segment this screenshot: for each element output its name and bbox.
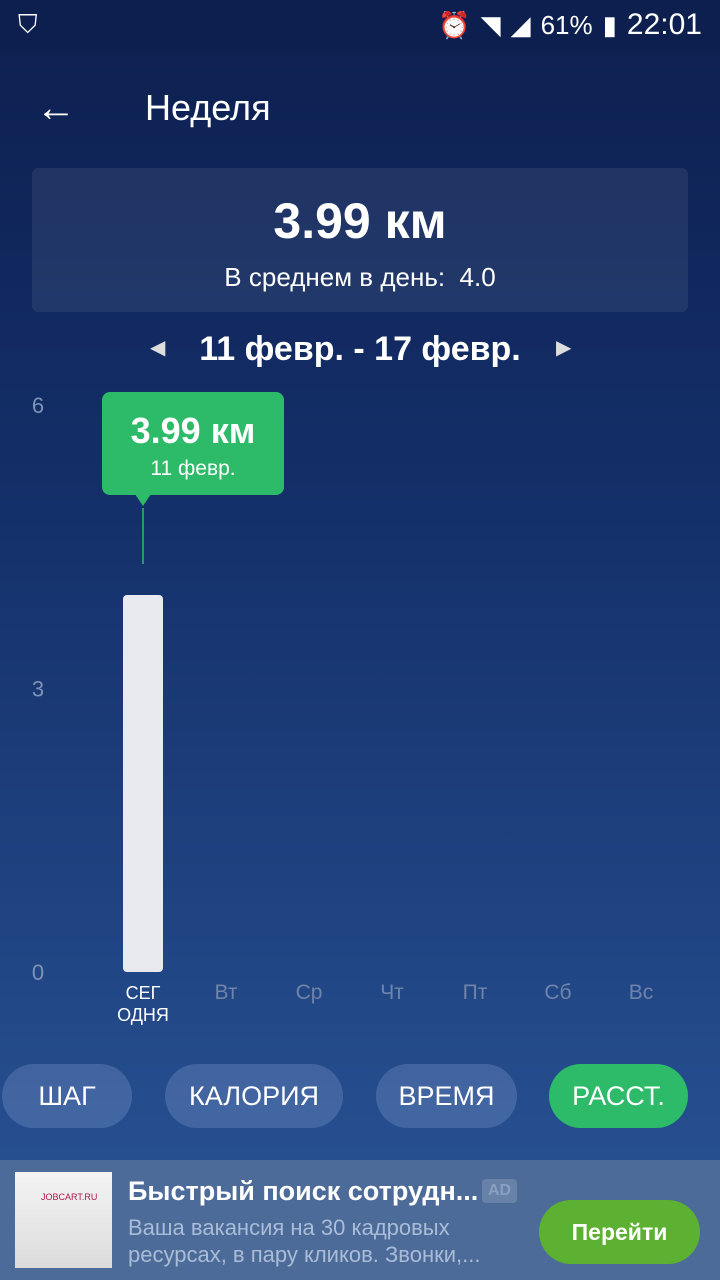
x-tick-label: Ср — [296, 981, 323, 1004]
tab-calories[interactable]: КАЛОРИЯ — [165, 1064, 343, 1128]
next-week-icon[interactable]: ▶ — [556, 337, 572, 359]
ad-cta-button[interactable]: Перейти — [539, 1200, 700, 1264]
battery-percent: 61% — [540, 9, 593, 40]
x-tick-label: Чт — [380, 981, 404, 1004]
ad-image: JOBCART.RU — [15, 1172, 112, 1268]
tab-distance[interactable]: РАССТ. — [549, 1064, 688, 1128]
summary-card: 3.99 км В среднем в день: 4.0 — [32, 168, 688, 312]
daily-average: В среднем в день: 4.0 — [224, 262, 496, 292]
x-tick-label: Пт — [463, 981, 488, 1004]
prev-week-icon[interactable]: ◀ — [150, 337, 166, 359]
shield-check-icon: ⛉ — [18, 9, 38, 39]
x-tick-label: Сб — [544, 981, 571, 1004]
x-tick-label: Вт — [215, 981, 238, 1004]
wifi-icon: ◥ — [480, 9, 501, 40]
total-distance: 3.99 км — [273, 193, 447, 249]
date-range: 11 февр. - 17 февр. — [199, 330, 521, 368]
clock: 22:01 — [626, 8, 702, 41]
page-title: Неделя — [145, 87, 271, 128]
ad-badge: AD — [482, 1179, 518, 1203]
back-arrow-icon[interactable]: ← — [36, 85, 76, 130]
ad-title[interactable]: Быстрый поиск сотрудн... — [128, 1176, 479, 1206]
ad-text: Ваша вакансия на 30 кадровых ресурсах, в… — [128, 1215, 481, 1267]
tooltip-box — [102, 392, 284, 495]
metric-tabs: ШАГ КАЛОРИЯ ВРЕМЯ РАССТ. — [0, 1064, 720, 1128]
y-tick-label: 3 — [32, 677, 44, 702]
x-tick-label: СЕГ — [126, 983, 161, 1003]
x-tick-label: Вс — [629, 981, 654, 1004]
ad-banner[interactable]: JOBCART.RU Быстрый поиск сотрудн... AD В… — [0, 1160, 720, 1280]
x-tick-label: ОДНЯ — [117, 1005, 169, 1025]
bar — [123, 594, 163, 972]
y-tick-label: 6 — [32, 393, 44, 418]
tab-steps[interactable]: ШАГ — [2, 1064, 132, 1128]
signal-icon: ◢ — [510, 9, 531, 40]
y-tick-label: 0 — [32, 960, 44, 985]
alarm-icon: ⏰ — [438, 9, 471, 40]
tab-time[interactable]: ВРЕМЯ — [376, 1064, 517, 1128]
status-bar: ⛉ ⏰ ◥ ◢ 61% ▮ 22:01 — [0, 0, 720, 50]
battery-icon: ▮ — [602, 9, 617, 40]
tooltip-pointer — [135, 494, 151, 506]
tooltip-date: 11 февр. — [150, 457, 235, 480]
tooltip-value: 3.99 км — [131, 410, 256, 451]
